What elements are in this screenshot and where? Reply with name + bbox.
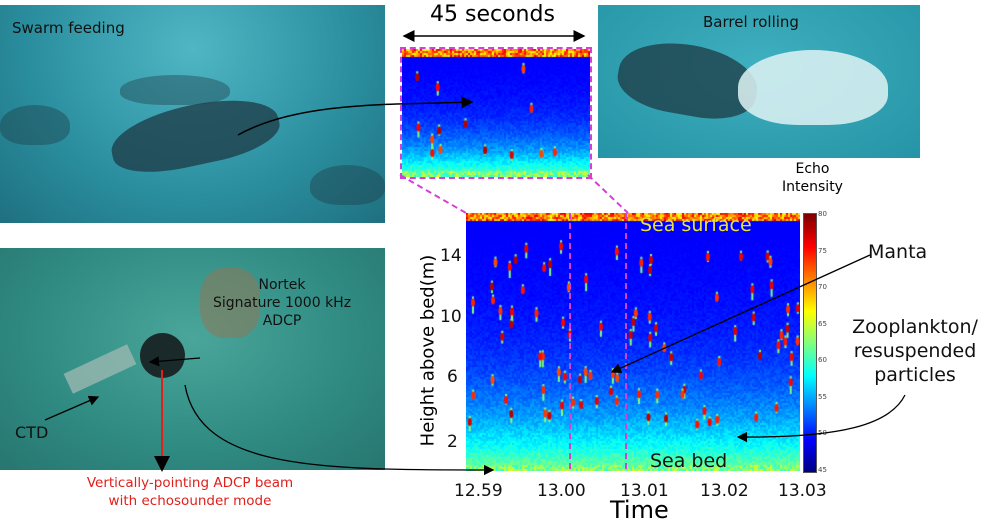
colorbar-tick: 80 <box>818 210 827 218</box>
colorbar-tick: 65 <box>818 319 827 328</box>
echogram-inset <box>400 47 592 179</box>
barrel-rolling-photo: Barrel rolling <box>598 5 920 158</box>
x-tick: 13.03 <box>778 481 827 501</box>
colorbar-tick: 75 <box>818 246 827 255</box>
manta-annotation: Manta <box>868 241 928 263</box>
nortek-arrow <box>148 356 201 367</box>
y-tick: 2 <box>447 432 458 452</box>
colorbar-tick: 60 <box>818 356 827 364</box>
x-tick: 13.01 <box>620 481 669 501</box>
beam-arrow <box>184 384 495 476</box>
x-axis-label: Time <box>610 496 669 524</box>
photo-title: Barrel rolling <box>703 13 799 31</box>
colorbar-tick: 55 <box>818 392 827 401</box>
diver <box>200 268 260 338</box>
manta-silhouette <box>0 105 70 145</box>
zoom-connector <box>399 174 629 214</box>
sea-bed-label: Sea bed <box>650 450 728 472</box>
manta-silhouette <box>738 50 888 125</box>
y-tick: 10 <box>440 307 462 327</box>
photo-title: Swarm feeding <box>12 19 125 37</box>
zooplankton-annotation: Zooplankton/ resuspended particles <box>852 316 978 386</box>
manta-silhouette <box>120 75 230 105</box>
echogram-plot <box>466 213 800 471</box>
swarm-feeding-photo: Swarm feeding <box>0 5 385 223</box>
beam-note: Vertically-pointing ADCP beam with echos… <box>86 475 294 509</box>
nortek-label: Nortek Signature 1000 kHz ADCP <box>213 277 352 329</box>
ctd-label: CTD <box>15 423 49 442</box>
colorbar-tick: 70 <box>818 283 827 291</box>
duration-label: 45 seconds <box>430 2 555 27</box>
x-tick: 13.02 <box>700 481 749 501</box>
manta-silhouette <box>310 165 385 205</box>
manta-arrow <box>610 254 871 373</box>
x-tick: 13.00 <box>537 481 586 501</box>
y-tick: 14 <box>440 246 462 266</box>
swarm-arrow <box>237 96 474 136</box>
zooplankton-arrow <box>736 394 906 443</box>
colorbar-title: Echo Intensity <box>782 161 843 195</box>
colorbar-tick: 45 <box>818 465 827 474</box>
sea-surface-label: Sea surface <box>640 214 752 236</box>
y-tick: 6 <box>447 367 458 387</box>
x-tick: 12.59 <box>454 481 503 501</box>
ctd-arrow <box>44 395 100 421</box>
colorbar <box>803 213 817 473</box>
